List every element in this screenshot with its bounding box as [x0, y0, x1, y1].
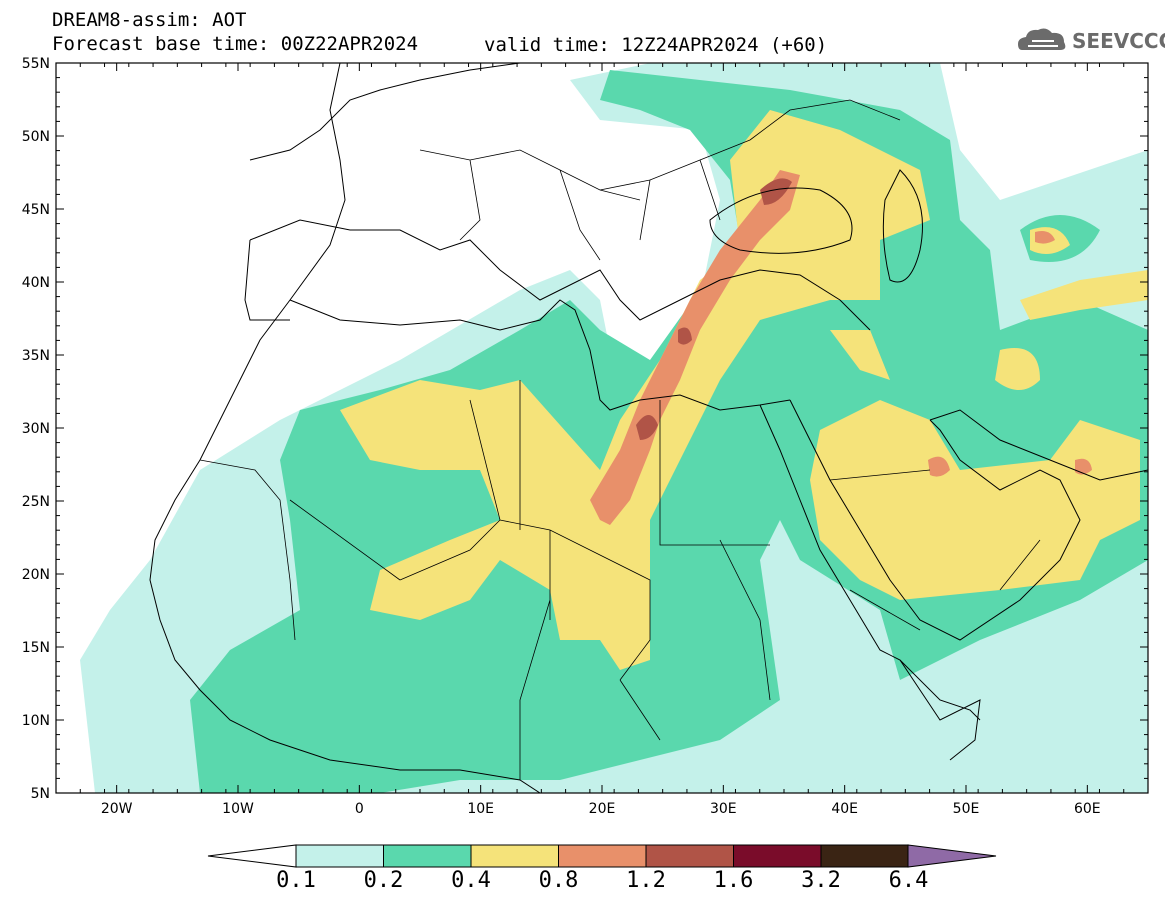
colorbar-box	[383, 844, 472, 868]
lon-label: 60E	[1074, 801, 1101, 817]
aot-band-1.2	[636, 415, 658, 440]
colorbar-tick-label: 0.8	[538, 868, 579, 893]
lon-label: 10E	[467, 801, 494, 817]
lat-label: 10N	[22, 713, 50, 729]
colorbar-under	[207, 844, 297, 868]
lat-label: 45N	[22, 202, 50, 218]
lon-label: 0	[355, 801, 364, 817]
lon-label: 50E	[953, 801, 980, 817]
colorbar-tick-label: 0.2	[363, 868, 404, 893]
colorbar-tick-label: 1.6	[713, 868, 754, 893]
lat-label: 5N	[31, 786, 50, 802]
axis-ticks	[55, 62, 1149, 794]
lat-label: 40N	[22, 275, 50, 291]
base-time: Forecast base time: 00Z22APR2024	[52, 33, 419, 55]
colorbar-box	[295, 844, 384, 868]
colorbar-boxes	[295, 844, 909, 868]
lat-label: 55N	[22, 56, 50, 72]
lat-label: 35N	[22, 348, 50, 364]
colorbar-box	[645, 844, 734, 868]
colorbar-box	[820, 844, 909, 868]
lon-label: 30E	[710, 801, 737, 817]
lat-label: 15N	[22, 640, 50, 656]
lon-label: 10W	[222, 801, 254, 817]
lon-axis: 20W 10W 0 10E 20E 30E 40E 50E 60E	[101, 801, 1101, 817]
colorbar-over	[907, 844, 997, 868]
colorbar-box	[470, 844, 559, 868]
colorbar-tick-label: 0.4	[451, 868, 491, 893]
colorbar-tick-label: 1.2	[626, 868, 666, 893]
colorbar-tick-label: 3.2	[801, 868, 841, 893]
lon-label: 40E	[831, 801, 858, 817]
coastlines	[149, 63, 1148, 793]
colorbar-tick-label: 6.4	[888, 868, 929, 893]
valid-time: valid time: 12Z24APR2024 (+60)	[484, 34, 828, 56]
cloud-icon	[1018, 28, 1066, 50]
lon-label: 20W	[101, 801, 133, 817]
aot-band-0.4	[340, 110, 930, 670]
chart-title: DREAM8-assim: AOT	[52, 9, 247, 31]
lat-label: 25N	[22, 494, 50, 510]
lon-label: 20E	[589, 801, 616, 817]
logo-text: SEEVCCC	[1072, 29, 1165, 53]
colorbar-box	[558, 844, 647, 868]
lat-label: 50N	[22, 129, 50, 145]
dust-fields	[56, 63, 1148, 793]
lat-label: 20N	[22, 567, 50, 583]
lat-label: 30N	[22, 421, 50, 437]
colorbar-tick-label: 0.1	[276, 868, 316, 893]
colorbar-box	[733, 844, 822, 868]
lat-axis: 55N 50N 45N 40N 35N 30N 25N 20N 15N 10N 5N	[22, 56, 50, 802]
